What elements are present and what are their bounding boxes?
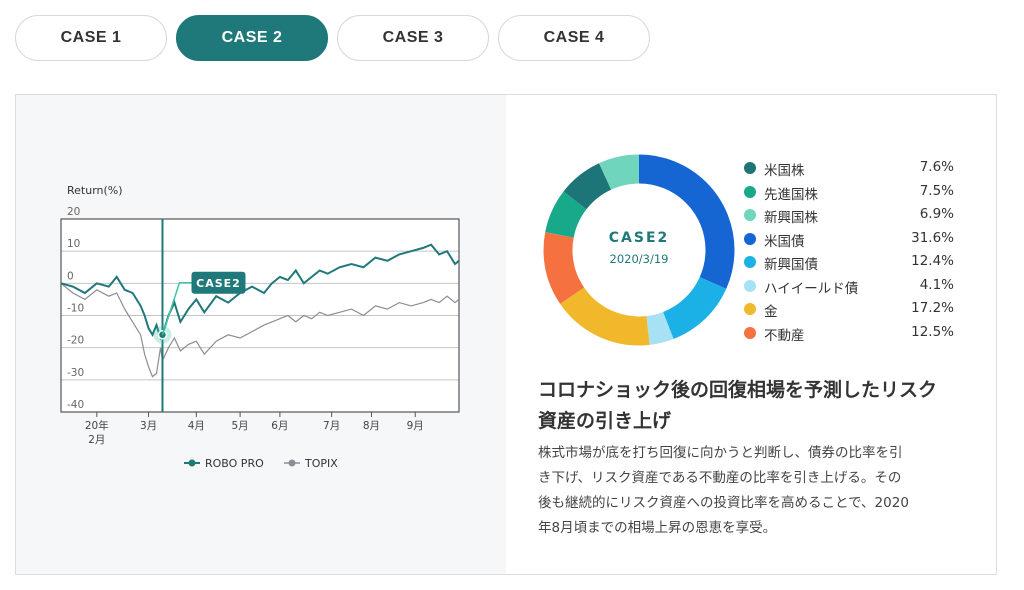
legend-marker-robo-pro [188,459,196,467]
donut-slice [543,154,735,346]
headline-line: コロナショック後の回復相場を予測したリスク [538,379,938,401]
legend-label: 米国債 [764,233,805,250]
series-line-robo-pro [60,243,460,341]
x-tick-label: 5月 [232,420,249,432]
headline-line: 資産の引き上げ [538,410,672,432]
x-tick-label: 8月 [363,420,380,432]
y-tick-label: -20 [67,335,84,347]
description-line: 年8月頃までの相場上昇の恩恵を享受。 [538,520,777,536]
donut-center-date: 2020/3/19 [610,252,669,266]
y-axis-label: Return(%) [67,184,123,197]
x-tick-label: 6月 [271,420,288,432]
tab-case-1[interactable]: CASE 1 [15,15,167,61]
x-tick-label: 20年 [85,419,109,432]
legend-value: 7.6% [919,159,954,175]
series-line-topix [60,282,460,378]
legend-value: 31.6% [911,229,954,246]
legend-value: 7.5% [919,182,954,199]
case-callout-connector [161,282,192,336]
x-tick-label: 2月 [88,434,105,446]
legend-label: 新興国債 [764,257,818,273]
case-callout-label: CASE2 [196,277,241,290]
legend-swatch [744,279,756,292]
legend-value: 6.9% [919,206,954,222]
legend-value: 4.1% [919,276,954,293]
x-tick-label: 9月 [407,420,424,432]
case-headline: コロナショック後の回復相場を予測したリスク 資産の引き上げ [538,375,978,437]
legend-swatch [744,162,756,174]
legend-label: 米国株 [764,163,805,179]
legend-swatch [744,232,756,245]
legend-swatch [744,256,756,268]
y-tick-label: -30 [67,367,84,379]
donut-slice [543,154,735,346]
case-description: 株式市場が底を打ち回復に向かうと判断し、債券の比率を引 き下げ、リスク資産である… [538,441,978,541]
y-tick-label: -40 [67,399,84,411]
description-line: 株式市場が底を打ち回復に向かうと判断し、債券の比率を引 [538,445,903,461]
legend-item: 新興国債 12.4% [744,251,954,275]
legend-swatch [744,303,756,315]
y-tick-label: -10 [67,303,84,315]
description-line: き下げ、リスク資産である不動産の比率を引き上げる。その [538,470,902,486]
legend-item: 金 17.2% [744,298,954,322]
legend-label: ハイイールド債 [764,280,859,297]
y-tick-label: 0 [67,270,74,282]
legend-label: 先進国株 [764,186,818,203]
legend-marker-topix [288,459,296,467]
tab-case-2[interactable]: CASE 2 [176,15,328,61]
legend-item: 不動産 12.5% [744,322,954,346]
tab-case-4[interactable]: CASE 4 [498,15,650,61]
y-tick-label: 10 [67,238,80,250]
legend-swatch [744,326,756,339]
legend-item: 新興国株 6.9% [744,204,954,228]
legend-value: 12.4% [911,253,954,269]
plot-border [60,218,460,413]
legend-label: 新興国株 [764,210,818,226]
legend-item: 先進国株 7.5% [744,181,954,205]
x-tick-label: 3月 [140,420,157,432]
x-tick-label: 7月 [323,420,340,432]
legend-label-topix: TOPIX [304,457,338,470]
legend-value: 17.2% [911,300,954,316]
description-line: 後も継続的にリスク資産への投資比率を高めることで、2020 [538,495,909,511]
legend-label-robo-pro: ROBO PRO [205,457,264,470]
legend-swatch [744,209,756,221]
legend-item: ハイイールド債 4.1% [744,275,954,299]
legend-label: 不動産 [764,327,805,344]
case-callout-box [191,271,246,294]
tab-case-3[interactable]: CASE 3 [337,15,489,61]
donut-slice [543,154,735,346]
legend-label: 金 [764,304,778,320]
y-tick-label: 20 [67,206,80,218]
legend-item: 米国債 31.6% [744,228,954,252]
x-tick-label: 4月 [188,420,205,432]
donut-center-title: CASE2 [609,230,670,246]
legend-item: 米国株 7.6% [744,157,954,181]
legend-value: 12.5% [911,323,954,340]
legend-swatch [744,185,756,198]
